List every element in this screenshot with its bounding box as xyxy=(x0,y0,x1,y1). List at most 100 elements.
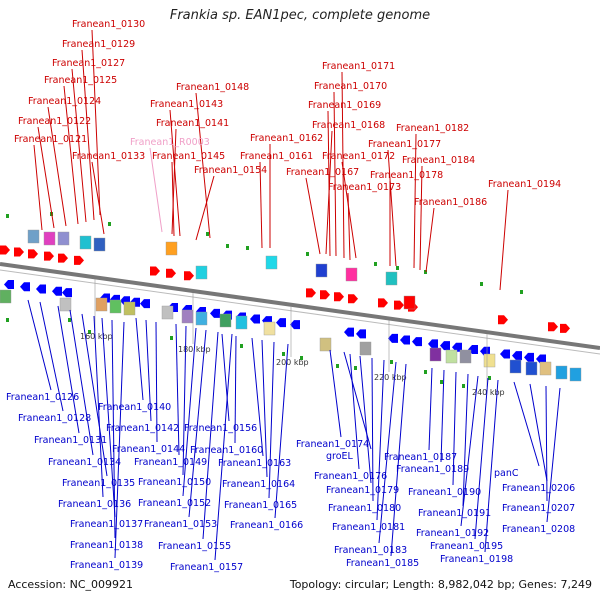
bottom-label-leader xyxy=(349,353,360,470)
bottom-gene-label: Franean1_0165 xyxy=(224,500,297,511)
top-gene-label: Franean1_0177 xyxy=(368,139,441,150)
top-gene-label: Franean1_0173 xyxy=(328,182,401,193)
gene-feature-box xyxy=(95,297,108,312)
bottom-gene-label: Franean1_0136 xyxy=(58,499,131,510)
bottom-gene-label: Franean1_0198 xyxy=(440,554,513,565)
scale-tick-label: 200 kbp xyxy=(276,358,309,367)
top-gene-label: Franean1_R0003 xyxy=(130,137,210,148)
bottom-gene-label: Franean1_0179 xyxy=(326,485,399,496)
top-label-leader xyxy=(413,133,417,269)
bottom-gene-label: Franean1_0134 xyxy=(48,457,121,468)
reverse-gene-arrow xyxy=(36,284,46,294)
reverse-gene-arrow xyxy=(512,351,522,361)
gene-feature-box xyxy=(263,321,276,336)
accession-text: Accession: NC_009921 xyxy=(8,578,134,591)
gene-feature-box xyxy=(59,297,72,312)
bottom-gene-label: Franean1_0174 xyxy=(296,439,369,450)
top-gene-label: Franean1_0168 xyxy=(312,120,385,131)
forward-gene-arrow xyxy=(560,323,570,333)
bottom-label-leader xyxy=(529,383,548,482)
top-label-leader xyxy=(91,161,105,235)
top-label-leader xyxy=(169,109,181,237)
forward-gene-arrow xyxy=(306,288,316,298)
forward-gene-arrow xyxy=(166,268,176,278)
gene-feature-box xyxy=(555,365,568,380)
top-label-leader xyxy=(499,189,509,291)
reverse-gene-arrow xyxy=(412,337,422,347)
gene-feature-box xyxy=(93,237,106,252)
bottom-gene-label: Franean1_0149 xyxy=(134,457,207,468)
bottom-gene-label: groEL xyxy=(326,451,354,462)
bottom-label-leader xyxy=(111,319,116,539)
gene-feature-box xyxy=(219,313,232,328)
top-gene-label: Franean1_0182 xyxy=(396,123,469,134)
forward-gene-arrow xyxy=(58,253,68,263)
gene-feature-box xyxy=(385,271,398,286)
gene-feature-box xyxy=(509,359,522,374)
top-gene-label: Franean1_0186 xyxy=(414,197,487,208)
forward-gene-arrow xyxy=(378,298,388,308)
top-gene-label: Franean1_0145 xyxy=(152,151,225,162)
top-gene-label: Franean1_0129 xyxy=(62,39,135,50)
bottom-label-leader xyxy=(101,317,116,518)
bottom-label-leader xyxy=(202,331,219,540)
top-label-leader xyxy=(63,85,79,225)
gene-feature-box xyxy=(165,241,178,256)
forward-gene-arrow xyxy=(184,271,194,281)
top-gene-label: Franean1_0167 xyxy=(286,167,359,178)
reverse-gene-arrow xyxy=(428,339,438,349)
bottom-gene-label: Franean1_0126 xyxy=(6,392,79,403)
reverse-gene-arrow xyxy=(276,318,286,328)
reverse-gene-arrow xyxy=(290,320,300,330)
top-gene-label: Franean1_0172 xyxy=(322,151,395,162)
top-gene-label: Franean1_0161 xyxy=(240,151,313,162)
bottom-gene-label: Franean1_0183 xyxy=(334,545,407,556)
top-label-leader xyxy=(259,161,263,249)
top-label-leader xyxy=(71,68,87,223)
spacer-tick xyxy=(88,330,91,334)
bottom-label-leader xyxy=(221,333,230,422)
bottom-gene-label: Franean1_0138 xyxy=(70,540,143,551)
bottom-label-leader xyxy=(513,381,540,467)
reverse-gene-arrow xyxy=(400,335,410,345)
bottom-gene-label: Franean1_0189 xyxy=(396,464,469,475)
top-gene-label: Franean1_0154 xyxy=(194,165,267,176)
bottom-label-leader xyxy=(145,319,152,422)
spacer-tick xyxy=(6,214,9,218)
forward-gene-arrow xyxy=(0,245,10,255)
forward-gene-arrow xyxy=(320,290,330,300)
forward-gene-arrow xyxy=(28,249,38,259)
bottom-gene-label: Franean1_0140 xyxy=(98,402,171,413)
reverse-gene-arrow xyxy=(452,342,462,352)
top-label-leader xyxy=(347,192,351,261)
spacer-tick xyxy=(480,282,483,286)
spacer-tick xyxy=(354,366,357,370)
bottom-gene-label: Franean1_0144 xyxy=(112,444,185,455)
forward-gene-arrow xyxy=(44,251,54,261)
bottom-label-leader xyxy=(93,315,104,498)
spacer-tick xyxy=(462,384,465,388)
top-label-leader xyxy=(33,144,43,231)
bottom-gene-label: panC xyxy=(494,468,519,479)
top-gene-label: Franean1_0130 xyxy=(72,19,145,30)
spacer-tick xyxy=(282,352,285,356)
bottom-gene-label: Franean1_0156 xyxy=(184,423,257,434)
bottom-gene-label: Franean1_0187 xyxy=(384,452,457,463)
spacer-tick xyxy=(240,344,243,348)
bottom-label-leader xyxy=(390,363,407,557)
bottom-gene-label: Franean1_0164 xyxy=(222,479,295,490)
bottom-label-leader xyxy=(274,343,289,519)
top-label-leader xyxy=(387,149,397,267)
gene-feature-box xyxy=(403,295,416,310)
gene-feature-box xyxy=(161,305,174,320)
bottom-gene-label: Franean1_0185 xyxy=(346,558,419,569)
gene-feature-box xyxy=(123,301,136,316)
bottom-label-leader xyxy=(135,317,144,401)
reverse-gene-arrow xyxy=(536,354,546,364)
reverse-gene-arrow xyxy=(524,352,534,362)
reverse-gene-arrow xyxy=(388,333,398,343)
bottom-label-leader xyxy=(214,333,233,561)
bottom-gene-label: Franean1_0181 xyxy=(332,522,405,533)
top-gene-label: Franean1_0148 xyxy=(176,82,249,93)
